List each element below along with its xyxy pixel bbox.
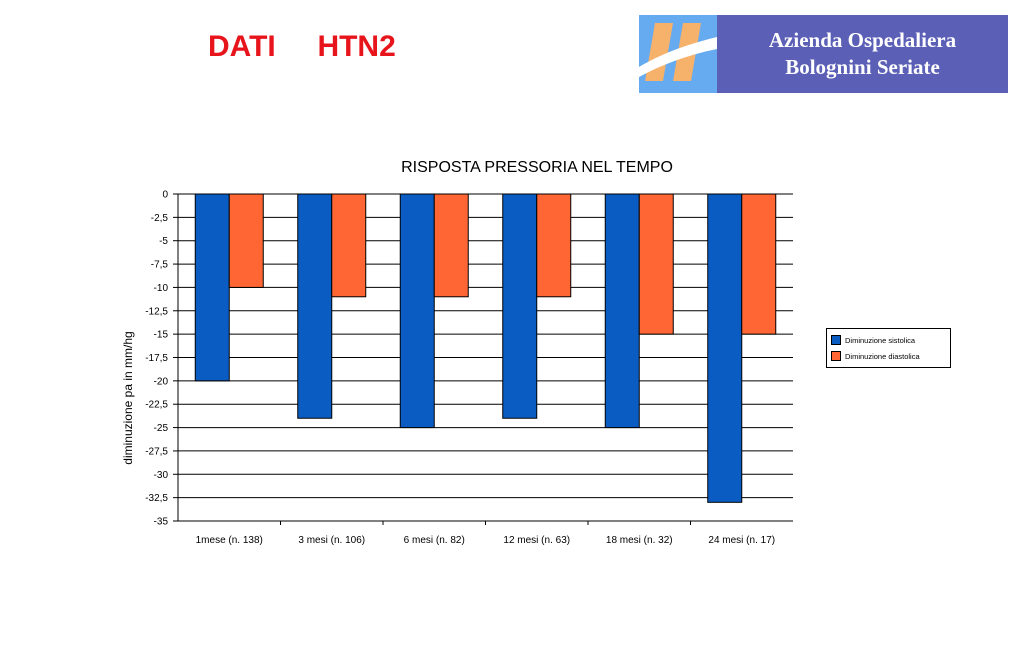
y-tick-label: -2,5	[151, 213, 169, 224]
y-tick-label: -15	[154, 330, 169, 341]
bar-diastolica	[536, 193, 572, 298]
bar-diastolica	[741, 193, 777, 335]
legend-swatch-diastolica	[831, 351, 841, 361]
bar-sistolica	[297, 193, 333, 419]
slide-title: DATI HTN2	[208, 30, 396, 63]
x-tick-label: 12 mesi (n. 63)	[503, 535, 570, 546]
bar-diastolica	[331, 193, 367, 298]
legend-label-diastolica: Diminuzione diastolica	[845, 351, 920, 361]
chart-legend: Diminuzione sistolica Diminuzione diasto…	[826, 328, 951, 368]
legend-label-sistolica: Diminuzione sistolica	[845, 335, 916, 345]
bar-sistolica	[707, 193, 743, 503]
legend-item-diastolica: Diminuzione diastolica	[831, 348, 946, 364]
y-tick-label: -22,5	[145, 400, 168, 411]
bar-sistolica	[399, 193, 435, 429]
chart-title: RISPOSTA PRESSORIA NEL TEMPO	[401, 159, 673, 176]
legend-swatch-sistolica	[831, 335, 841, 345]
bar-sistolica	[604, 193, 640, 429]
x-tick-label: 24 mesi (n. 17)	[708, 535, 775, 546]
logo-line-1: Azienda Ospedaliera	[768, 28, 957, 52]
bar-sistolica	[502, 193, 538, 419]
y-tick-label: -7,5	[151, 260, 169, 271]
legend-item-sistolica: Diminuzione sistolica	[831, 332, 946, 348]
y-tick-label: -32,5	[145, 493, 168, 504]
y-tick-label: -12,5	[145, 306, 168, 317]
bar-diastolica	[433, 193, 469, 298]
x-tick-label: 6 mesi (n. 82)	[404, 535, 465, 546]
logo-mark-icon	[639, 15, 717, 93]
y-tick-label: -10	[154, 283, 169, 294]
x-tick-label: 3 mesi (n. 106)	[298, 535, 365, 546]
logo-line-2: Bolognini Seriate	[785, 55, 940, 79]
y-tick-label: -17,5	[145, 353, 168, 364]
y-tick-label: -27,5	[145, 446, 168, 457]
y-tick-label: -35	[154, 517, 169, 528]
y-tick-label: -25	[154, 423, 169, 434]
hospital-logo: Azienda Ospedaliera Bolognini Seriate	[639, 15, 1008, 93]
y-tick-label: 0	[162, 190, 168, 201]
bar-sistolica	[194, 193, 230, 382]
x-tick-label: 1mese (n. 138)	[196, 535, 263, 546]
y-axis-label: diminuzione pa in mm/hg	[121, 331, 135, 464]
bar-diastolica	[228, 193, 264, 288]
y-tick-label: -20	[154, 376, 169, 387]
y-tick-label: -30	[154, 470, 169, 481]
x-tick-label: 18 mesi (n. 32)	[606, 535, 673, 546]
y-tick-label: -5	[159, 236, 168, 247]
bar-diastolica	[638, 193, 674, 335]
